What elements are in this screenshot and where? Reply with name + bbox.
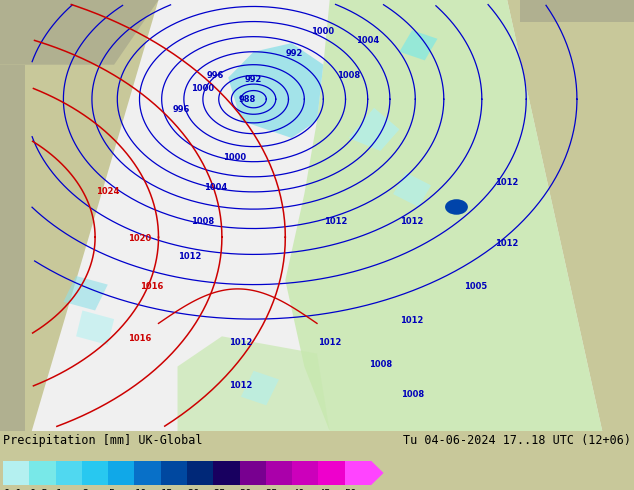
Text: 30: 30	[240, 489, 252, 490]
Polygon shape	[228, 43, 323, 138]
Bar	[3, 461, 29, 485]
Text: 15: 15	[161, 489, 173, 490]
Circle shape	[445, 199, 468, 215]
Text: 1012: 1012	[401, 317, 424, 325]
Text: 1000: 1000	[311, 27, 333, 36]
Bar	[345, 461, 371, 485]
Polygon shape	[63, 276, 108, 311]
Text: 1008: 1008	[337, 71, 360, 79]
Text: 996: 996	[207, 71, 224, 79]
Bar	[266, 461, 292, 485]
Text: Precipitation [mm] UK-Global: Precipitation [mm] UK-Global	[3, 434, 203, 447]
Polygon shape	[241, 371, 279, 405]
Text: 1000: 1000	[191, 84, 214, 93]
Text: 1012: 1012	[230, 381, 252, 390]
Polygon shape	[285, 0, 602, 431]
Bar	[292, 461, 318, 485]
Polygon shape	[76, 311, 114, 345]
Bar	[161, 461, 187, 485]
Text: 992: 992	[245, 75, 262, 84]
Text: 2: 2	[82, 489, 88, 490]
Bar	[56, 461, 82, 485]
Polygon shape	[32, 0, 602, 431]
Text: 25: 25	[213, 489, 226, 490]
Text: 20: 20	[187, 489, 200, 490]
Text: 1012: 1012	[401, 217, 424, 226]
Text: 35: 35	[266, 489, 278, 490]
Text: 0.5: 0.5	[29, 489, 48, 490]
Text: 1024: 1024	[96, 187, 119, 196]
Text: 1000: 1000	[223, 152, 246, 162]
Text: 1016: 1016	[141, 282, 164, 291]
Text: 1004: 1004	[356, 36, 379, 45]
Text: 5: 5	[108, 489, 115, 490]
Text: 45: 45	[318, 489, 331, 490]
Polygon shape	[0, 65, 25, 431]
Bar	[187, 461, 213, 485]
Text: 1008: 1008	[369, 360, 392, 368]
Text: 1004: 1004	[204, 183, 227, 192]
Text: 1: 1	[56, 489, 62, 490]
Text: 0.1: 0.1	[3, 489, 22, 490]
Text: Tu 04-06-2024 17..18 UTC (12+06): Tu 04-06-2024 17..18 UTC (12+06)	[403, 434, 631, 447]
Text: 50: 50	[345, 489, 357, 490]
Polygon shape	[520, 0, 634, 22]
Bar	[318, 461, 345, 485]
Bar	[82, 461, 108, 485]
Polygon shape	[399, 30, 437, 60]
Text: 992: 992	[285, 49, 302, 58]
Bar	[108, 461, 134, 485]
Text: 1012: 1012	[496, 178, 519, 187]
Text: 1016: 1016	[128, 334, 151, 343]
Polygon shape	[178, 336, 330, 431]
Text: 988: 988	[238, 95, 256, 104]
Bar	[240, 461, 266, 485]
Text: 1012: 1012	[496, 239, 519, 248]
Text: 1005: 1005	[464, 282, 487, 291]
Text: 10: 10	[134, 489, 147, 490]
Text: 40: 40	[292, 489, 304, 490]
Polygon shape	[393, 172, 431, 207]
Text: 1008: 1008	[401, 390, 424, 399]
Text: 1012: 1012	[179, 252, 202, 261]
Text: 1008: 1008	[191, 217, 214, 226]
Bar	[29, 461, 56, 485]
Bar	[134, 461, 161, 485]
Text: 996: 996	[173, 105, 190, 114]
Text: 1012: 1012	[230, 338, 252, 347]
Text: 1020: 1020	[128, 235, 151, 244]
Polygon shape	[0, 0, 158, 65]
Bar	[213, 461, 240, 485]
Text: 1012: 1012	[318, 338, 341, 347]
Polygon shape	[371, 461, 384, 485]
Polygon shape	[349, 108, 399, 151]
Text: 1012: 1012	[325, 217, 347, 226]
